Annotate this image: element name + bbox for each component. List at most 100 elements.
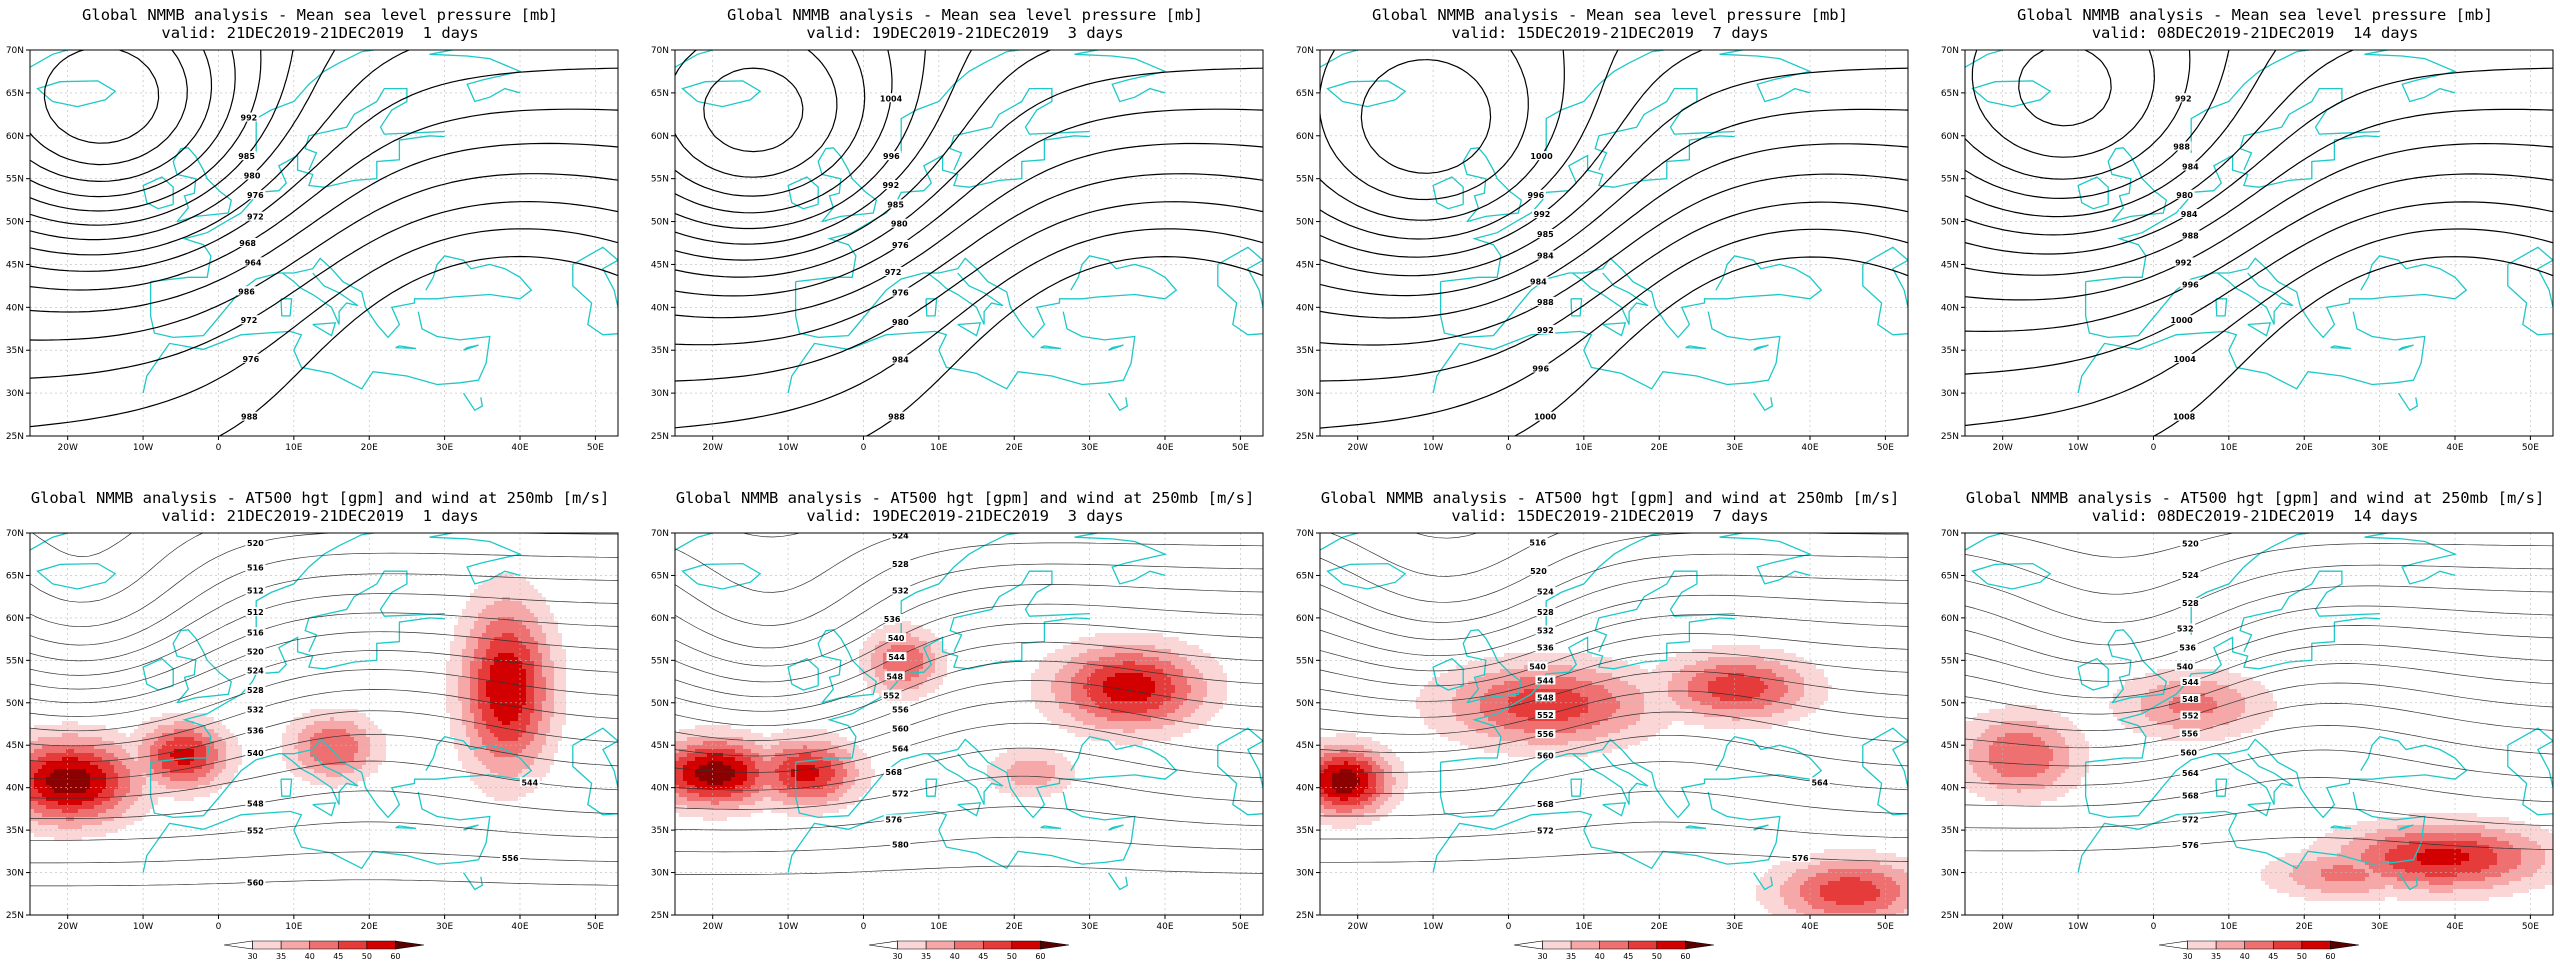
wind-cell — [46, 757, 50, 761]
wind-cell — [538, 745, 542, 749]
wind-cell — [202, 745, 206, 749]
wind-cell — [847, 753, 851, 757]
wind-cell — [134, 729, 138, 733]
wind-cell — [82, 817, 86, 821]
wind-cell — [803, 753, 807, 757]
wind-cell — [831, 753, 835, 757]
wind-cell — [346, 749, 350, 753]
plot-background — [1965, 50, 2553, 436]
wind-cell — [931, 649, 935, 653]
wind-cell — [490, 705, 494, 709]
wind-cell — [38, 829, 42, 833]
contour-label: 988 — [2173, 143, 2190, 152]
wind-cell — [114, 753, 118, 757]
wind-cell — [835, 737, 839, 741]
wind-cell — [214, 765, 218, 769]
wind-cell — [891, 629, 895, 633]
wind-cell — [819, 781, 823, 785]
wind-cell — [50, 729, 54, 733]
wind-cell — [514, 761, 518, 765]
wind-cell — [478, 653, 482, 657]
wind-cell — [166, 785, 170, 789]
wind-cell — [462, 725, 466, 729]
wind-cell — [102, 757, 106, 761]
wind-cell — [198, 769, 202, 773]
wind-cell — [791, 813, 795, 817]
wind-cell — [482, 713, 486, 717]
wind-cell — [703, 809, 707, 813]
wind-cell — [74, 805, 78, 809]
wind-cell — [699, 765, 703, 769]
wind-cell — [494, 689, 498, 693]
wind-cell — [478, 685, 482, 689]
wind-cell — [110, 789, 114, 793]
wind-cell — [54, 801, 58, 805]
wind-cell — [78, 829, 82, 833]
wind-cell — [538, 601, 542, 605]
wind-cell — [546, 693, 550, 697]
wind-cell — [498, 649, 502, 653]
wind-cell — [506, 645, 510, 649]
wind-cell — [847, 789, 851, 793]
wind-cell — [74, 733, 78, 737]
wind-cell — [494, 757, 498, 761]
wind-cell — [478, 717, 482, 721]
wind-cell — [146, 733, 150, 737]
wind-cell — [58, 801, 62, 805]
wind-cell — [514, 685, 518, 689]
wind-cell — [82, 805, 86, 809]
wind-cell — [510, 637, 514, 641]
wind-cell — [502, 601, 506, 605]
wind-cell — [791, 781, 795, 785]
wind-cell — [42, 793, 46, 797]
wind-cell — [735, 785, 739, 789]
contour-label: 520 — [247, 539, 264, 548]
wind-cell — [546, 729, 550, 733]
wind-cell — [210, 773, 214, 777]
wind-cell — [482, 709, 486, 713]
wind-cell — [146, 797, 150, 801]
wind-cell — [731, 757, 735, 761]
wind-cell — [466, 765, 470, 769]
wind-cell — [226, 741, 230, 745]
wind-cell — [687, 781, 691, 785]
wind-cell — [298, 721, 302, 725]
y-tick-label: 65N — [6, 571, 24, 581]
wind-cell — [526, 633, 530, 637]
wind-cell — [771, 801, 775, 805]
wind-cell — [154, 745, 158, 749]
wind-cell — [735, 801, 739, 805]
wind-cell — [34, 829, 38, 833]
wind-cell — [90, 821, 94, 825]
contour-label: 512 — [247, 587, 264, 596]
wind-cell — [30, 801, 34, 805]
wind-cell — [538, 737, 542, 741]
wind-cell — [478, 641, 482, 645]
wind-cell — [739, 741, 743, 745]
wind-cell — [62, 733, 66, 737]
wind-cell — [747, 749, 751, 753]
wind-cell — [478, 661, 482, 665]
wind-cell — [114, 793, 118, 797]
colorbar-swatch — [395, 941, 424, 949]
wind-cell — [843, 785, 847, 789]
wind-cell — [74, 801, 78, 805]
wind-cell — [530, 589, 534, 593]
wind-cell — [194, 789, 198, 793]
wind-cell — [482, 729, 486, 733]
wind-cell — [42, 725, 46, 729]
wind-cell — [791, 745, 795, 749]
wind-cell — [707, 725, 711, 729]
wind-cell — [478, 681, 482, 685]
wind-cell — [110, 729, 114, 733]
wind-cell — [170, 773, 174, 777]
wind-cell — [514, 649, 518, 653]
wind-cell — [54, 725, 58, 729]
wind-cell — [703, 749, 707, 753]
wind-cell — [102, 817, 106, 821]
y-tick-label: 50N — [1941, 218, 1959, 228]
wind-cell — [755, 805, 759, 809]
wind-cell — [534, 601, 538, 605]
wind-cell — [142, 781, 146, 785]
wind-cell — [466, 629, 470, 633]
